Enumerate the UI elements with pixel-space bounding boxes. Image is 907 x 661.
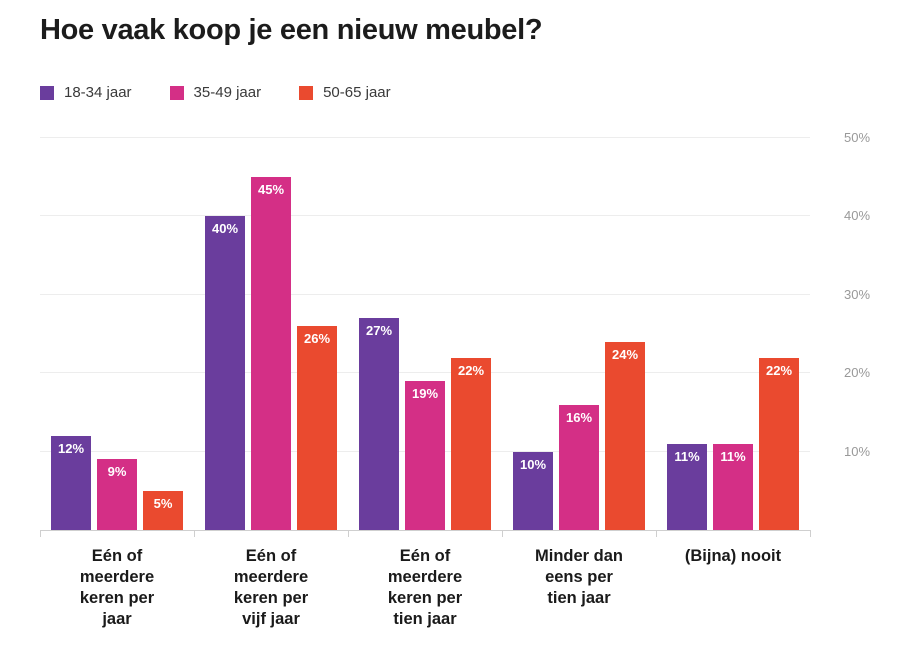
bar: 12% — [51, 435, 91, 530]
bar-value-label: 19% — [411, 386, 439, 402]
x-axis-category-label-line: keren per — [233, 589, 309, 608]
y-axis-tick-label: 50% — [844, 130, 871, 145]
legend-item-label: 35-49 jaar — [193, 84, 262, 101]
y-axis-tick-label: 10% — [844, 443, 871, 459]
gridline — [40, 137, 810, 138]
y-axis-tick-label: 30% — [844, 286, 871, 302]
bar: 26% — [297, 326, 337, 530]
x-axis-category-label-line: (Bijna) nooit — [684, 547, 782, 565]
bar-value-label: 26% — [303, 331, 331, 347]
bar-value-label: 16% — [565, 409, 593, 425]
bar-value-label: 9% — [107, 464, 127, 480]
chart-title: Hoe vaak koop je een nieuw meubel? — [40, 14, 543, 46]
bar: 22% — [759, 357, 799, 530]
bar-value-label: 12% — [57, 440, 85, 456]
bar: 9% — [97, 459, 137, 530]
bar-value-label: 22% — [457, 362, 485, 378]
bar-value-label: 22% — [765, 362, 793, 378]
y-axis-tick-label: 40% — [844, 208, 871, 224]
bar-chart-plot-area: 10% 20% 30% 40% 50% 12% 9% 5% Eén of meerdere kere… — [40, 130, 870, 628]
x-axis-category-label-line: keren per — [79, 589, 155, 608]
x-axis-category-label-line: meerdere — [79, 568, 155, 587]
bar: 19% — [405, 381, 445, 530]
legend-swatch-icon — [40, 85, 54, 100]
x-axis-category-label-line: jaar — [102, 610, 132, 629]
legend-item-label: 18-34 jaar — [64, 84, 132, 101]
x-axis-category-label-line: vijf jaar — [242, 610, 300, 629]
axis-tick — [656, 530, 657, 537]
x-axis-category-label-line: meerdere — [233, 568, 309, 587]
bar: 24% — [605, 341, 645, 530]
x-axis-category-label-line: Eén of — [245, 547, 297, 565]
axis-tick — [194, 530, 195, 537]
x-axis-category-label-line: tien jaar — [547, 589, 611, 608]
x-axis-category-label: Eén of meerdere keren per vijf jaar — [194, 546, 348, 630]
x-axis-category-label-line: eens per — [545, 568, 613, 587]
axis-tick — [348, 530, 349, 537]
bar: 16% — [559, 404, 599, 530]
legend-swatch-icon — [169, 85, 184, 100]
bar-value-label: 40% — [211, 221, 239, 237]
bar: 27% — [359, 318, 399, 530]
gridline — [40, 293, 810, 295]
gridline — [40, 372, 810, 374]
legend-item-3: 50-65 jaar — [299, 84, 391, 101]
legend-item-2: 35-49 jaar — [169, 84, 262, 101]
chart-legend: 18-34 jaar 35-49 jaar 50-65 jaar — [40, 84, 391, 101]
legend-swatch-icon — [299, 85, 314, 100]
x-axis-category-label-line: Eén of — [91, 547, 143, 565]
bar-value-label: 5% — [153, 495, 173, 511]
bar: 40% — [205, 216, 245, 530]
x-axis-category-label-line: Minder dan — [534, 547, 623, 565]
x-axis-line — [40, 530, 810, 531]
bar: 22% — [451, 357, 491, 530]
x-axis-category-label-line: keren per — [387, 589, 463, 608]
bar-value-label: 24% — [611, 346, 639, 362]
legend-item-1: 18-34 jaar — [40, 84, 132, 101]
y-axis-tick-label: 20% — [844, 365, 871, 381]
x-axis-category-label-line: Eén of — [399, 547, 451, 565]
x-axis-category-label: Eén of meerdere keren per jaar — [40, 546, 194, 630]
bar: 5% — [143, 490, 183, 530]
legend-item-label: 50-65 jaar — [323, 84, 391, 101]
bar-value-label: 45% — [257, 182, 285, 198]
bar: 11% — [667, 443, 707, 530]
gridline — [40, 215, 810, 217]
bar-value-label: 11% — [674, 448, 700, 464]
bar: 10% — [513, 451, 553, 530]
x-axis-category-label: Minder dan eens per tien jaar — [502, 546, 656, 609]
bar-value-label: 11% — [720, 448, 746, 464]
x-axis-category-label-line: tien jaar — [393, 610, 457, 629]
bar: 11% — [713, 443, 753, 530]
bar-value-label: 10% — [519, 456, 547, 472]
axis-tick — [502, 530, 503, 537]
axis-tick — [40, 530, 41, 537]
x-axis-category-label: (Bijna) nooit — [656, 546, 810, 567]
axis-tick — [810, 530, 811, 537]
x-axis-category-label: Eén of meerdere keren per tien jaar — [348, 546, 502, 630]
bar-value-label: 27% — [365, 323, 393, 339]
x-axis-category-label-line: meerdere — [387, 568, 463, 587]
bar: 45% — [251, 177, 291, 530]
